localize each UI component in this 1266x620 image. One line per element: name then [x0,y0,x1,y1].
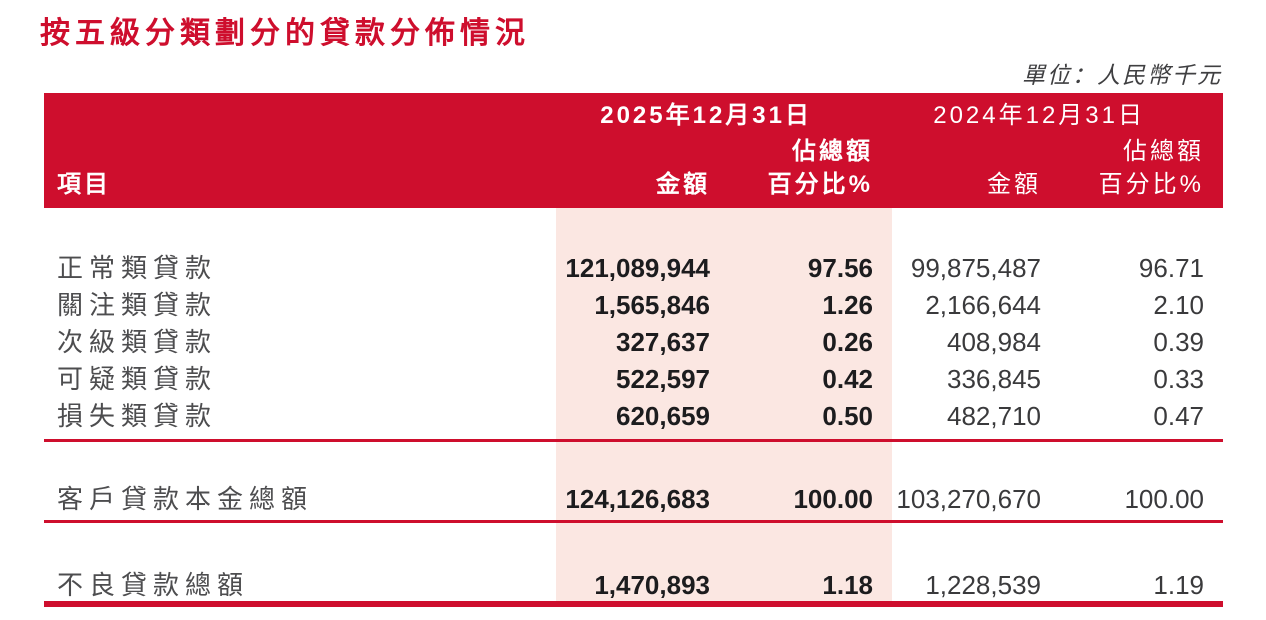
divider-line [44,520,1223,523]
header-amount-2024: 金額 [987,171,1041,198]
table-row-total-principal: 客戶貸款本金總額 124,126,683 100.00 103,270,670 … [44,484,1223,514]
cell-amount-2024: 336,845 [947,364,1041,394]
cell-amount-2024: 103,270,670 [896,484,1041,514]
column-group-2024-label: 2024年12月31日 [933,102,1145,129]
cell-pct-2025: 1.18 [822,570,873,600]
cell-amount-2025: 121,089,944 [565,253,710,283]
row-label: 不良貸款總額 [57,570,250,600]
cell-pct-2024: 2.10 [1153,290,1204,320]
cell-amount-2025: 327,637 [616,327,710,357]
cell-pct-2025: 0.26 [822,327,873,357]
cell-pct-2024: 0.47 [1153,401,1204,431]
row-label: 正常類貸款 [57,253,218,283]
table-row: 可疑類貸款 522,597 0.42 336,845 0.33 [44,364,1223,394]
cell-pct-2025: 1.26 [822,290,873,320]
row-label: 損失類貸款 [57,401,218,431]
bottom-rule [44,601,1223,607]
cell-amount-2024: 99,875,487 [910,253,1041,283]
table-row-total-npl: 不良貸款總額 1,470,893 1.18 1,228,539 1.19 [44,570,1223,600]
table-row: 損失類貸款 620,659 0.50 482,710 0.47 [44,401,1223,431]
cell-amount-2024: 1,228,539 [925,570,1041,600]
cell-pct-2024: 0.33 [1153,364,1204,394]
header-pct-2025-line2: 百分比% [767,171,873,198]
header-amount-2025: 金額 [656,171,710,198]
unit-note: 單位：人民幣千元 [1022,62,1222,88]
row-label: 次級類貸款 [57,327,218,357]
row-label: 關注類貸款 [57,290,218,320]
cell-amount-2025: 620,659 [616,401,710,431]
table-row: 正常類貸款 121,089,944 97.56 99,875,487 96.71 [44,253,1223,283]
header-item-label: 項目 [57,171,111,198]
cell-amount-2024: 2,166,644 [925,290,1041,320]
page-title: 按五級分類劃分的貸款分佈情況 [40,17,530,50]
cell-pct-2024: 100.00 [1124,484,1204,514]
header-pct-2025-line1: 佔總額 [792,138,873,165]
cell-amount-2025: 1,470,893 [594,570,710,600]
cell-pct-2025: 0.42 [822,364,873,394]
divider-line [44,439,1223,442]
row-label: 可疑類貸款 [57,364,218,394]
table-row: 關注類貸款 1,565,846 1.26 2,166,644 2.10 [44,290,1223,320]
cell-amount-2024: 408,984 [947,327,1041,357]
cell-pct-2025: 100.00 [793,484,873,514]
cell-amount-2025: 522,597 [616,364,710,394]
header-pct-2024-line2: 百分比% [1098,171,1204,198]
row-label: 客戶貸款本金總額 [57,484,314,514]
table-row: 次級類貸款 327,637 0.26 408,984 0.39 [44,327,1223,357]
cell-amount-2024: 482,710 [947,401,1041,431]
cell-amount-2025: 124,126,683 [565,484,710,514]
table-header: 2025年12月31日 2024年12月31日 佔總額 佔總額 項目 金額 百分… [44,93,1223,208]
cell-pct-2025: 0.50 [822,401,873,431]
header-pct-2024-line1: 佔總額 [1123,138,1204,165]
highlight-column-2025 [556,208,892,601]
cell-pct-2024: 0.39 [1153,327,1204,357]
cell-pct-2024: 96.71 [1138,253,1204,283]
cell-amount-2025: 1,565,846 [594,290,710,320]
cell-pct-2025: 97.56 [807,253,873,283]
column-group-2025-label: 2025年12月31日 [600,102,812,129]
cell-pct-2024: 1.19 [1153,570,1204,600]
